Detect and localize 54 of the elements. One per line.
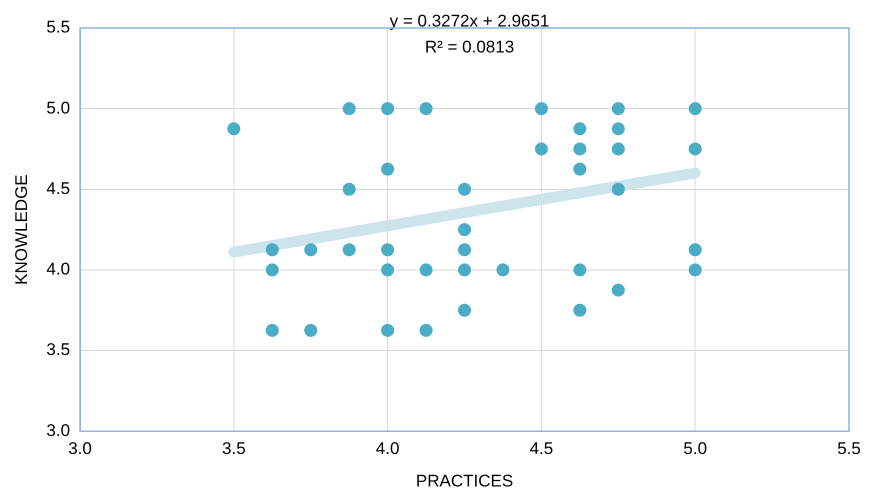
point <box>266 243 279 256</box>
point <box>573 142 586 156</box>
x-tick-label: 3.0 <box>68 439 92 458</box>
point <box>688 142 702 156</box>
point <box>496 263 510 276</box>
point <box>381 324 394 337</box>
point <box>381 102 394 116</box>
x-axis-title: PRACTICES <box>416 471 514 490</box>
point <box>612 142 625 156</box>
point <box>266 263 279 276</box>
point <box>688 263 702 276</box>
x-tick-label: 5.0 <box>683 439 708 458</box>
point <box>688 243 702 256</box>
y-tick-label: 3.5 <box>46 340 70 360</box>
point <box>420 324 433 337</box>
x-tick-label: 3.5 <box>222 439 246 458</box>
point <box>612 102 625 116</box>
point <box>612 182 625 196</box>
point <box>342 102 356 116</box>
x-tick-label: 4.5 <box>530 439 554 458</box>
point <box>458 223 472 236</box>
point <box>534 142 548 156</box>
point <box>304 324 318 337</box>
y-tick-label: 4.0 <box>46 260 70 279</box>
point <box>534 102 548 116</box>
point <box>688 102 702 116</box>
annotation: R² = 0.0813 <box>424 38 514 57</box>
point <box>573 263 586 276</box>
y-tick-label: 5.5 <box>46 18 70 37</box>
point <box>612 284 625 297</box>
point <box>612 122 625 136</box>
point <box>304 243 318 256</box>
point <box>573 304 586 317</box>
x-tick-label: 5.5 <box>837 439 861 458</box>
point <box>573 122 586 136</box>
point <box>573 162 586 176</box>
point <box>381 263 394 276</box>
point <box>458 304 472 317</box>
y-tick-label: 4.5 <box>46 178 70 198</box>
point <box>458 263 472 276</box>
point <box>458 243 472 256</box>
point <box>266 324 279 337</box>
x-tick-label: 4.0 <box>376 439 400 458</box>
point <box>420 102 433 116</box>
y-tick-label: 3.0 <box>46 420 70 440</box>
point <box>342 243 356 256</box>
point <box>420 263 433 276</box>
point <box>381 162 394 176</box>
y-tick-label: 5.0 <box>46 98 70 118</box>
point <box>458 182 472 196</box>
point <box>227 122 240 136</box>
y-axis-title: KNOWLEDGE <box>12 174 31 285</box>
point <box>342 182 356 196</box>
point <box>381 243 394 256</box>
